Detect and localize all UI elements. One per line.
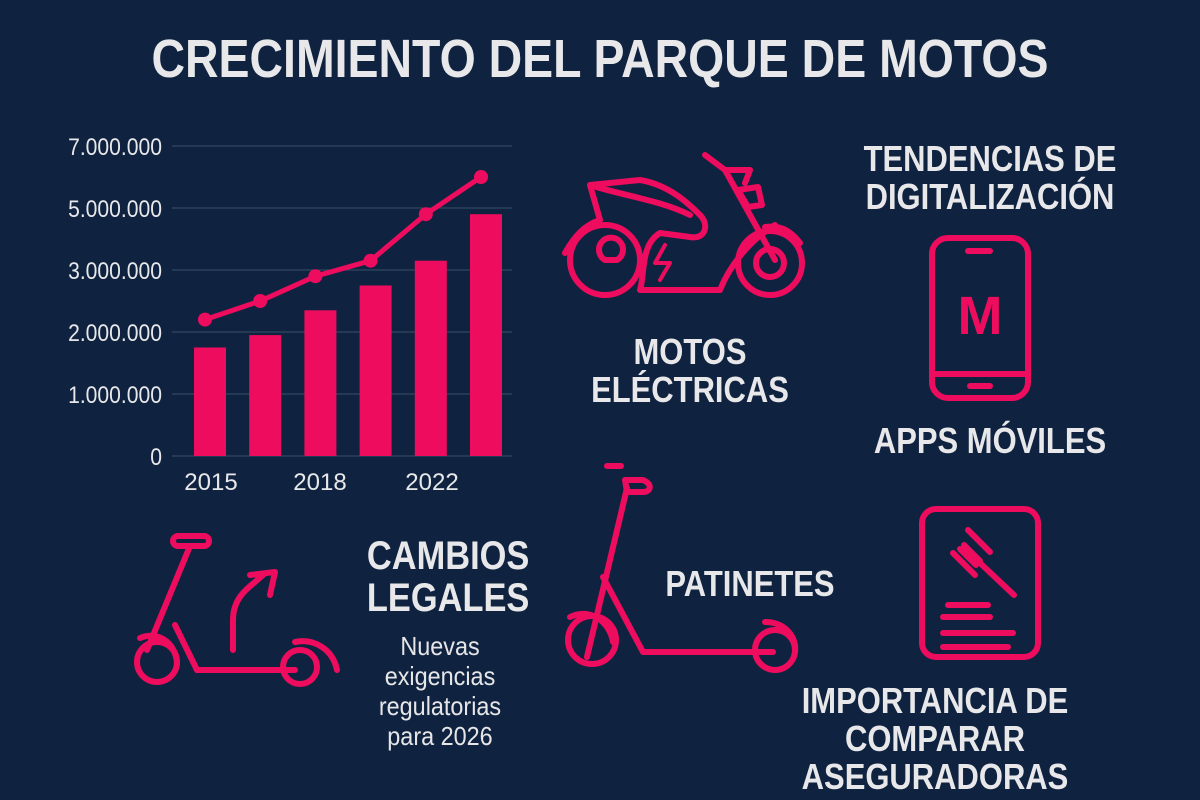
bar [414,260,447,456]
y-tick-label: 2.000.000 [68,320,162,347]
smartphone-icon: M [929,235,1031,401]
cambios-legales-desc1: Nuevas [400,631,480,661]
x-tick-label: 2015 [184,469,237,496]
patinetes-label: PATINETES [665,563,835,604]
y-tick-label: 7.000.000 [68,134,162,161]
cambios-legales-desc2: exigencias [384,661,496,691]
bar [249,335,282,456]
cambios-legales-desc4: para 2026 [387,721,493,751]
trend-point [418,207,433,222]
digitalizacion-line1: TENDENCIAS DE [863,138,1117,179]
trend-line [204,174,483,322]
trend-point [253,294,268,308]
trend-point [198,312,212,327]
kick-scooter-icon [565,463,799,673]
trend-point [474,170,488,184]
y-tick-label: 5.000.000 [68,196,162,223]
aseguradoras-line1: IMPORTANCIA DE [801,680,1069,721]
aseguradoras-line2: COMPARAR ASEGURADORAS [801,718,1069,797]
cambios-legales-desc3: regulatorias [378,691,502,721]
x-tick-label: 2018 [293,469,346,496]
phone-letter: M [958,286,1003,346]
trend-point [308,269,323,284]
electric-motorcycle-icon [562,152,805,298]
gavel-document-icon [919,506,1041,660]
y-tick-label: 3.000.000 [68,258,162,285]
bar [304,310,337,456]
x-tick-label: 2022 [405,469,458,496]
trend-point [363,253,378,268]
bar [194,347,226,456]
bar [470,214,502,456]
motos-electricas-line2: ELÉCTRICAS [591,369,789,410]
cambios-legales-line2: LEGALES [366,576,530,620]
apps-moviles-caption: APPS MÓVILES [873,420,1107,461]
cambios-legales-line1: CAMBIOS [366,534,530,578]
y-tick-label: 0 [150,444,162,471]
motos-electricas-line1: MOTOS [633,331,747,372]
bar [359,285,392,456]
y-tick-label: 1.000.000 [68,382,162,409]
page-title: CRECIMIENTO DEL PARQUE DE MOTOS [151,29,1049,89]
scooter-arrow-icon [134,533,340,687]
digitalizacion-line2: DIGITALIZACIÓN [865,176,1115,217]
